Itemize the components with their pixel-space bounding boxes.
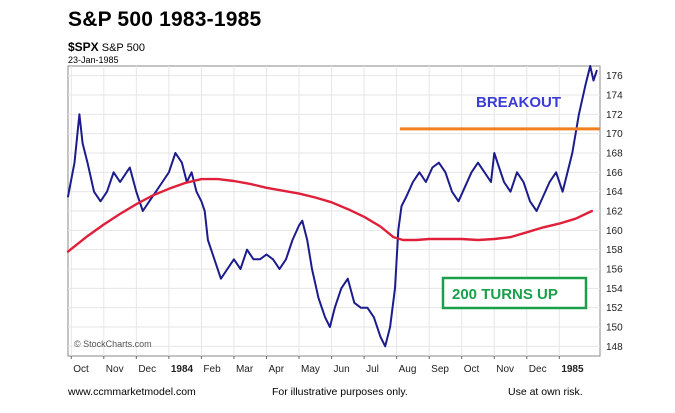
series-group (66, 65, 598, 348)
y-tick-label: 156 (606, 265, 623, 276)
y-tick-label: 172 (606, 110, 623, 121)
x-tick-label: Oct (464, 364, 480, 375)
turns-up-box (441, 276, 588, 310)
footer-website: www.ccmmarketmodel.com (68, 386, 196, 398)
x-tick-label: Nov (106, 364, 124, 375)
x-tick-label: 1984 (171, 364, 194, 375)
symbol-line: $SPX S&P 500 (68, 40, 145, 54)
x-tick-label: Jun (334, 364, 350, 375)
x-tick-label: Oct (73, 364, 89, 375)
x-tick-label: Dec (529, 364, 547, 375)
y-tick-label: 162 (606, 207, 623, 218)
x-tick-label: May (301, 364, 320, 375)
x-tick-label: Nov (496, 364, 514, 375)
watermark-text: StockCharts.com (83, 339, 152, 349)
x-tick-label: Jul (366, 364, 379, 375)
y-tick-label: 148 (606, 342, 623, 353)
y-tick-label: 150 (606, 323, 623, 334)
x-axis-labels: Oct Nov Dec 1984 Feb Mar Apr May Jun Jul Aug Sep Oct… (70, 356, 584, 375)
x-tick-label: Dec (138, 364, 156, 375)
y-tick-label: 174 (606, 91, 623, 102)
stockcharts-watermark: © StockCharts.com (74, 339, 152, 349)
y-tick-label: 160 (606, 226, 623, 237)
x-tick-label: Sep (431, 364, 449, 375)
y-tick-label: 176 (606, 71, 623, 82)
y-tick-label: 154 (606, 284, 623, 295)
turns-up-annotation: 200 TURNS UP (452, 286, 558, 303)
y-axis-labels: 148 150 152 154 156 158 160 162 164 166 168 170 172 1… (606, 71, 623, 353)
x-tick-label: Apr (268, 364, 284, 375)
footer-risk: Use at own risk. (508, 386, 583, 398)
x-tick-label: Mar (236, 364, 254, 375)
y-tick-label: 170 (606, 129, 623, 140)
y-tick-label: 164 (606, 187, 623, 198)
price-series-line (67, 65, 598, 348)
chart-title: S&P 500 1983-1985 (68, 8, 262, 31)
y-tick-label: 152 (606, 303, 623, 314)
y-tick-label: 166 (606, 168, 623, 179)
x-tick-label: Aug (399, 364, 417, 375)
ma200-series-line (66, 177, 594, 253)
footer-disclaimer: For illustrative purposes only. (272, 386, 408, 398)
y-tick-label: 168 (606, 149, 623, 160)
ticker-name: S&P 500 (101, 42, 145, 54)
y-tick-label: 158 (606, 245, 623, 256)
chart-date: 23-Jan-1985 (68, 55, 119, 65)
breakout-annotation: BREAKOUT (476, 94, 561, 111)
x-tick-label: Feb (203, 364, 221, 375)
x-tick-label: 1985 (561, 364, 584, 375)
ticker-symbol: $SPX (68, 40, 99, 54)
